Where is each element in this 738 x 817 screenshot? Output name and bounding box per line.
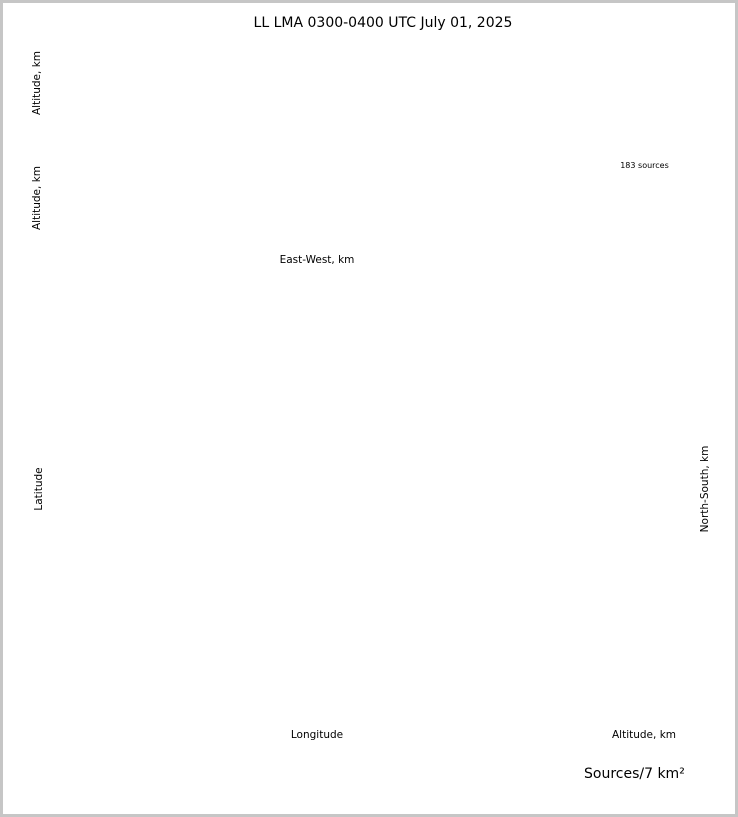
plot-canvas bbox=[3, 3, 735, 814]
ns-panel-xlabel: Altitude, km bbox=[611, 729, 676, 741]
colorbar-label: Sources/7 km² bbox=[584, 766, 685, 782]
sources-count-annotation: 183 sources bbox=[620, 161, 669, 170]
ew-panel-xlabel: East-West, km bbox=[279, 254, 355, 266]
figure-title: LL LMA 0300-0400 UTC July 01, 2025 bbox=[253, 15, 513, 31]
map-ylabel: Latitude bbox=[33, 467, 45, 511]
ew-panel-ylabel: Altitude, km bbox=[31, 166, 43, 231]
map-xlabel: Longitude bbox=[290, 729, 344, 741]
ns-panel-ylabel: North-South, km bbox=[699, 445, 711, 533]
